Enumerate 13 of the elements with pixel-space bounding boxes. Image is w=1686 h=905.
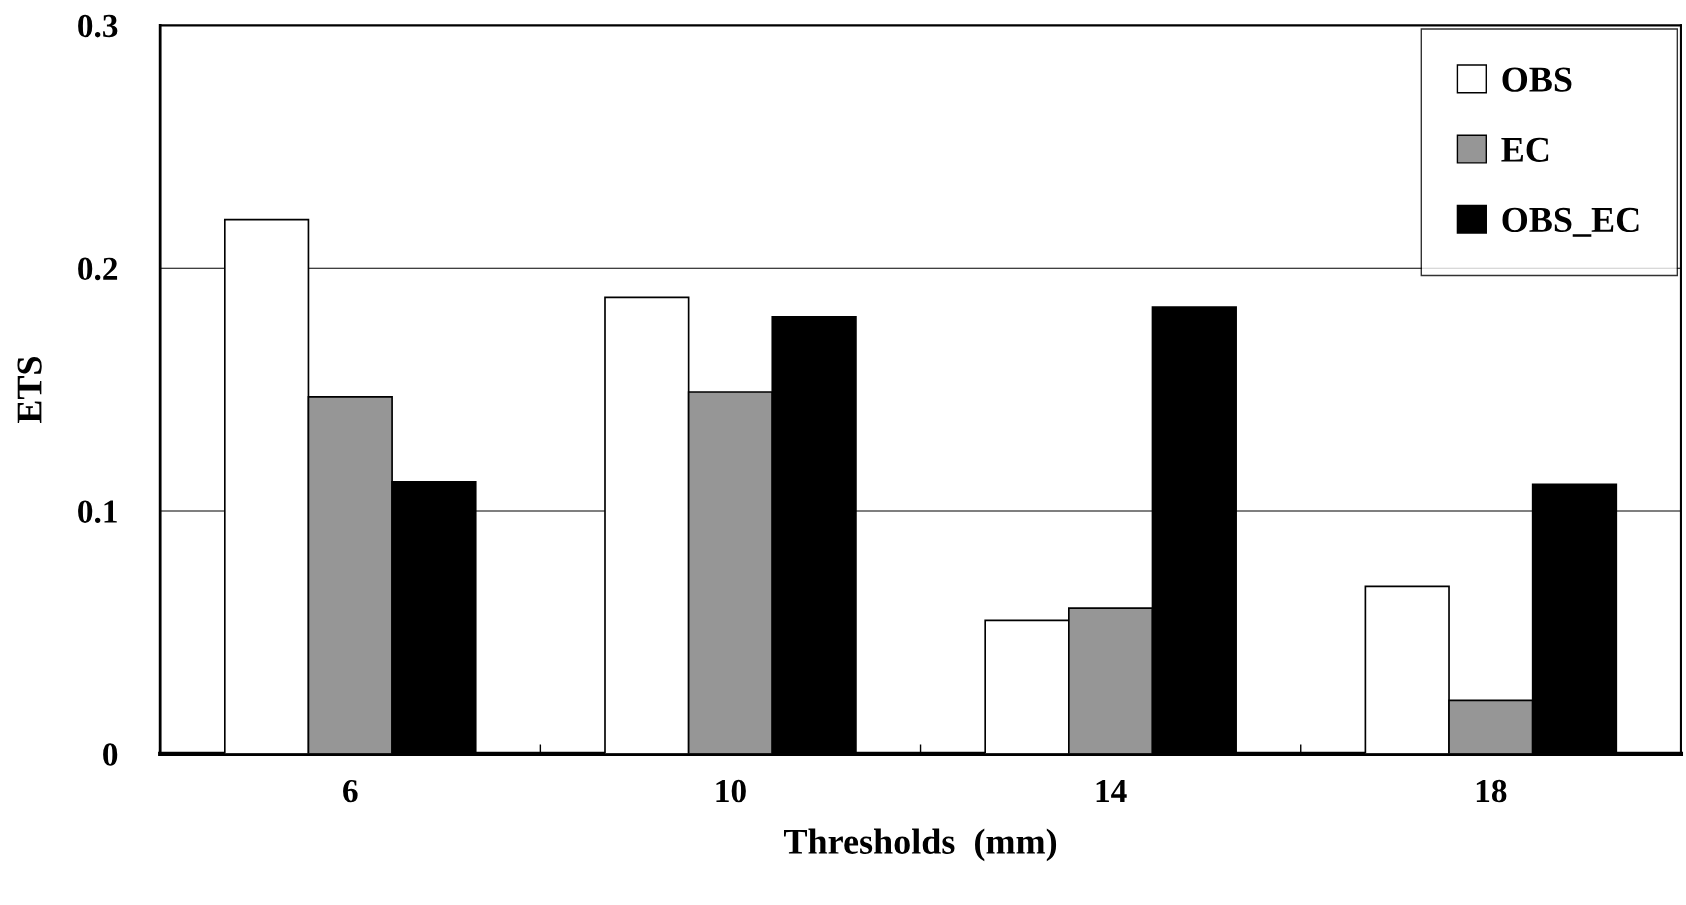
y-tick-label: 0.1 (78, 500, 117, 524)
x-axis-title: Thresholds (mm) (784, 828, 1057, 862)
y-axis-title: ETS (17, 357, 42, 424)
legend-label: EC (1501, 137, 1549, 162)
x-tick-label: 6 (343, 779, 358, 803)
x-tick-label: 10 (716, 779, 746, 803)
x-tick-label: 14 (1096, 779, 1127, 802)
y-tick-label: 0.2 (78, 257, 118, 281)
y-tick-label: 0 (103, 743, 118, 766)
y-tick-label: 0.3 (78, 14, 118, 38)
x-tick-label: 18 (1476, 779, 1507, 803)
legend-label: OBS_EC (1502, 207, 1639, 237)
legend-label: OBS (1502, 67, 1572, 92)
